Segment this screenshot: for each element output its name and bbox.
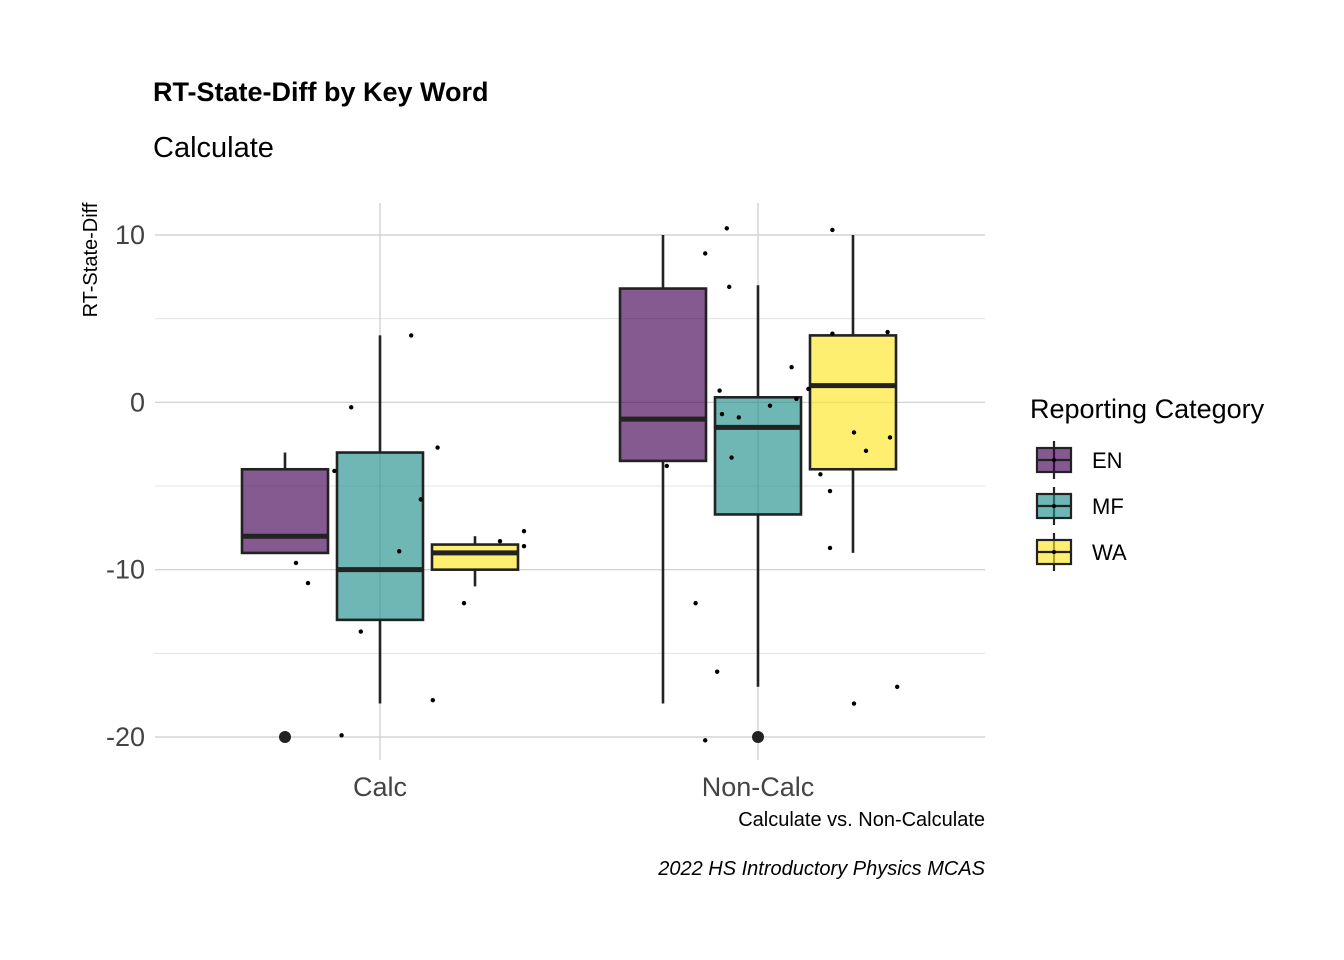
chart-caption: 2022 HS Introductory Physics MCAS (657, 858, 985, 880)
data-point-wa (830, 227, 835, 233)
data-point-mf (736, 415, 741, 420)
data-point-mf (703, 738, 708, 743)
data-point-en (717, 388, 722, 393)
box-body (618, 287, 708, 463)
x-axis-ticks: Calc Non-Calc (353, 772, 814, 802)
y-tick-label: 10 (115, 220, 145, 250)
data-point-mf (767, 403, 773, 408)
data-point-mf (418, 497, 423, 502)
data-point-mf (727, 284, 732, 290)
chart-subtitle: Calculate (153, 132, 274, 164)
outlier-point (279, 731, 291, 743)
data-point-en (349, 405, 354, 410)
data-point-wa (827, 545, 833, 551)
y-tick-label: 0 (130, 387, 145, 417)
data-point-wa (851, 701, 857, 706)
data-point-en (664, 463, 669, 469)
data-point-wa (851, 430, 857, 435)
data-point-wa (521, 528, 527, 534)
data-point-mf (339, 733, 344, 738)
data-point-en (693, 600, 698, 606)
chart-title: RT-State-Diff by Key Word (153, 77, 489, 107)
legend-key-point (1052, 504, 1056, 508)
box-wa-non-calc (808, 235, 898, 553)
data-point-en (719, 411, 725, 417)
legend-key-point (1052, 550, 1056, 554)
x-axis-label: Calculate vs. Non-Calculate (738, 809, 985, 831)
data-point-mf (397, 549, 402, 554)
data-point-en (724, 226, 729, 231)
box-body (240, 467, 330, 555)
data-point-wa (863, 448, 869, 454)
legend-key-point (1052, 458, 1056, 462)
data-point-mf (794, 396, 799, 402)
boxes-layer (240, 235, 898, 743)
data-point-mf (435, 445, 440, 450)
legend-label: WA (1092, 540, 1127, 565)
legend: Reporting Category EN MF WA (1030, 394, 1265, 571)
box-body (808, 334, 898, 471)
legend-item-mf: MF (1035, 487, 1124, 525)
data-point-wa (818, 472, 823, 477)
data-point-wa (806, 386, 811, 392)
y-tick-label: -20 (106, 722, 145, 752)
data-point-mf (332, 468, 337, 474)
data-point-mf (430, 697, 435, 703)
x-tick-label: Calc (353, 772, 407, 802)
data-point-wa (895, 684, 900, 689)
box-body (430, 543, 520, 571)
y-tick-label: -10 (106, 555, 145, 585)
data-point-wa (885, 329, 890, 335)
legend-item-wa: WA (1035, 533, 1127, 571)
data-point-mf (715, 669, 720, 674)
points-layer (293, 226, 900, 743)
data-point-en (358, 629, 363, 634)
box-wa-calc (430, 536, 520, 587)
legend-item-en: EN (1035, 441, 1123, 479)
box-en-non-calc (618, 235, 708, 704)
box-body (335, 451, 425, 622)
box-en-calc (240, 452, 330, 743)
data-point-en (305, 580, 311, 586)
y-axis-ticks: 10 0 -10 -20 (106, 220, 145, 752)
box-mf-non-calc (713, 285, 803, 743)
data-point-mf (729, 455, 734, 460)
data-point-wa (521, 544, 527, 549)
y-axis-label: RT-State-Diff (80, 202, 102, 317)
data-point-wa (827, 488, 833, 494)
data-point-wa (887, 435, 893, 440)
data-point-mf (703, 251, 708, 256)
box-mf-calc (335, 335, 425, 704)
data-point-wa (461, 600, 467, 606)
data-point-mf (409, 333, 414, 338)
legend-label: MF (1092, 494, 1124, 519)
legend-label: EN (1092, 448, 1123, 473)
data-point-en (293, 560, 299, 566)
data-point-wa (830, 331, 835, 336)
legend-title: Reporting Category (1030, 394, 1265, 424)
outlier-point (752, 731, 764, 743)
box-body (713, 396, 803, 516)
data-point-wa (497, 539, 503, 544)
x-tick-label: Non-Calc (702, 772, 815, 802)
data-point-mf (789, 364, 794, 370)
